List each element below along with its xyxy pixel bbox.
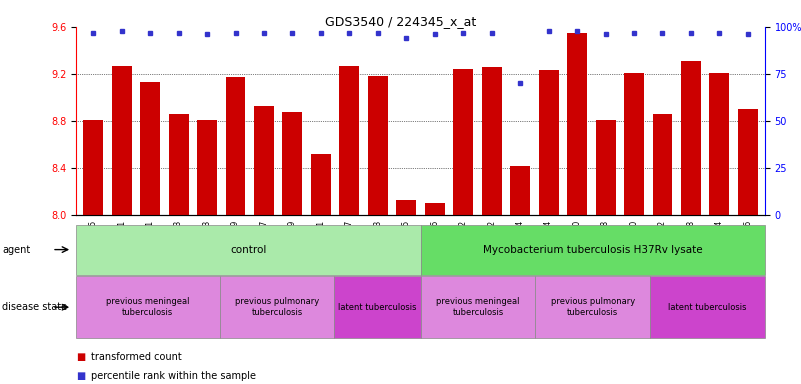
Text: previous meningeal
tuberculosis: previous meningeal tuberculosis	[106, 298, 190, 317]
Bar	[481, 67, 501, 215]
Bar	[311, 154, 331, 215]
Bar	[567, 33, 587, 215]
Text: GDS3540 / 224345_x_at: GDS3540 / 224345_x_at	[325, 15, 476, 28]
Text: latent tuberculosis: latent tuberculosis	[668, 303, 747, 312]
Bar	[624, 73, 644, 215]
Bar	[681, 61, 701, 215]
Text: agent: agent	[2, 245, 30, 255]
Bar	[653, 114, 673, 215]
Text: ■: ■	[76, 352, 86, 362]
Bar	[738, 109, 758, 215]
Bar	[83, 120, 103, 215]
Bar	[510, 166, 530, 215]
Text: percentile rank within the sample: percentile rank within the sample	[91, 371, 256, 381]
Text: latent tuberculosis: latent tuberculosis	[338, 303, 417, 312]
Text: previous meningeal
tuberculosis: previous meningeal tuberculosis	[437, 298, 520, 317]
Bar	[453, 69, 473, 215]
Bar	[425, 203, 445, 215]
Bar	[596, 120, 615, 215]
Bar	[710, 73, 730, 215]
Text: ■: ■	[76, 371, 86, 381]
Bar	[396, 200, 417, 215]
Bar	[140, 82, 160, 215]
Bar	[538, 70, 558, 215]
Bar	[368, 76, 388, 215]
Text: previous pulmonary
tuberculosis: previous pulmonary tuberculosis	[235, 298, 319, 317]
Text: previous pulmonary
tuberculosis: previous pulmonary tuberculosis	[550, 298, 635, 317]
Bar	[340, 66, 360, 215]
Bar	[111, 66, 131, 215]
Bar	[168, 114, 188, 215]
Bar	[254, 106, 274, 215]
Bar	[283, 111, 303, 215]
Bar	[226, 78, 245, 215]
Bar	[197, 120, 217, 215]
Text: Mycobacterium tuberculosis H37Rv lysate: Mycobacterium tuberculosis H37Rv lysate	[483, 245, 702, 255]
Text: transformed count: transformed count	[91, 352, 181, 362]
Text: control: control	[230, 245, 267, 255]
Text: disease state: disease state	[2, 302, 67, 312]
